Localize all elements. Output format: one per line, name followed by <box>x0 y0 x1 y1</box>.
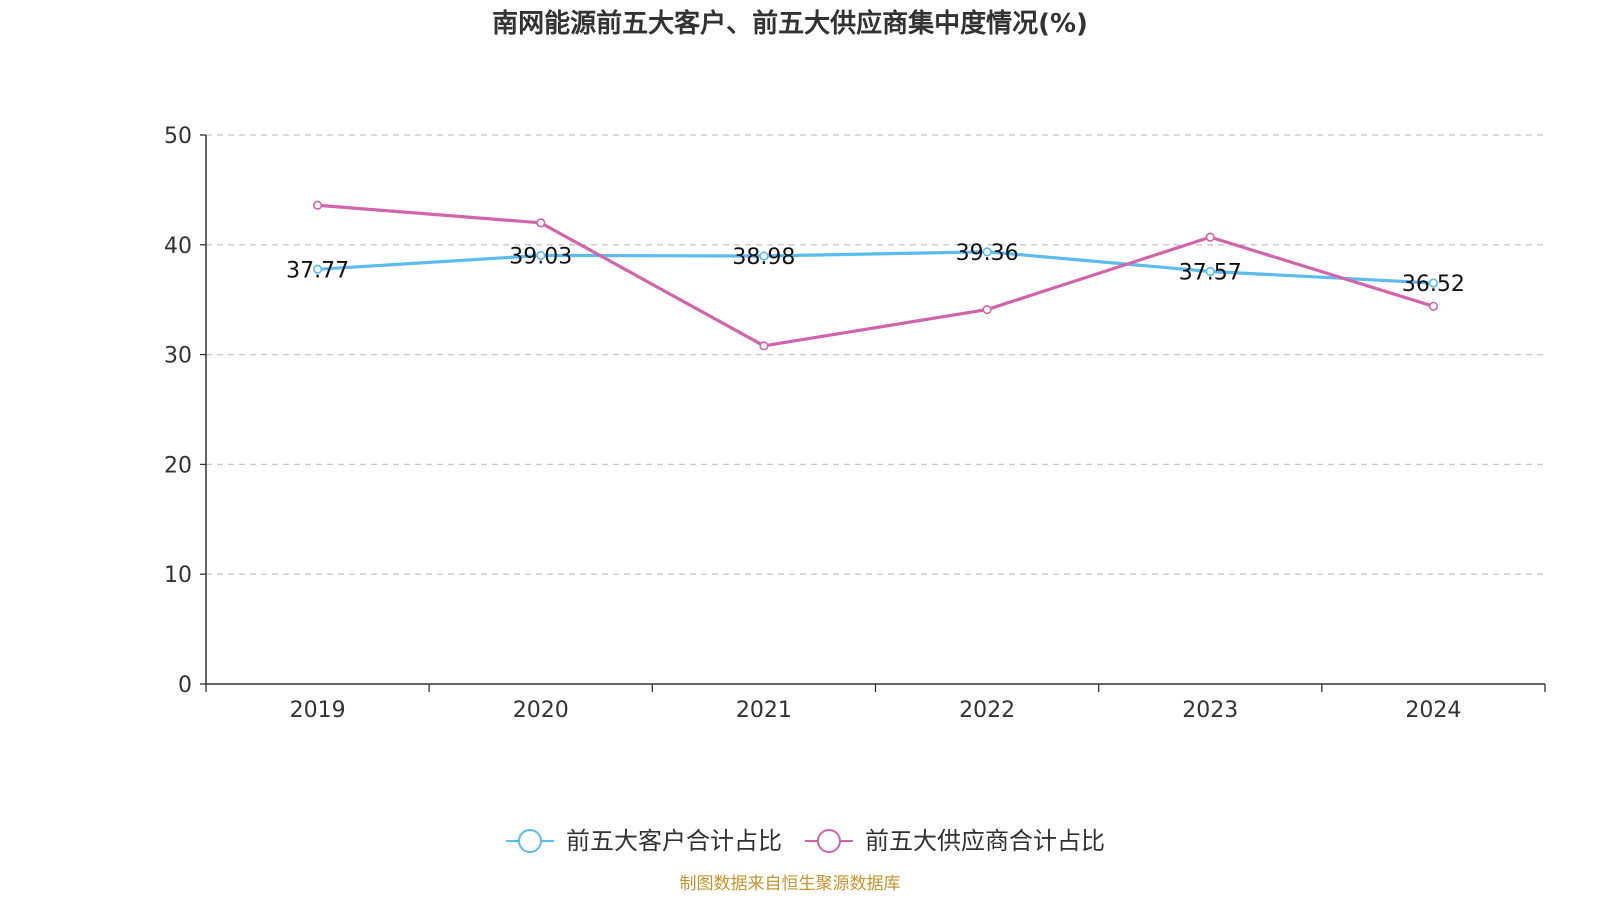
data-label: 37.77 <box>286 258 349 283</box>
axes: 0 10 20 30 40 50 2019 2020 2021 2022 2023 2024 <box>164 124 1546 723</box>
y-tick-label: 0 <box>178 673 192 698</box>
chart-title: 南网能源前五大客户、前五大供应商集中度情况(%) <box>492 8 1088 39</box>
y-tick-label: 10 <box>164 563 192 588</box>
series-line-2 <box>317 203 1434 348</box>
legend-item-2[interactable]: 前五大供应商合计占比 <box>805 827 1105 855</box>
x-tick-label: 2022 <box>959 698 1015 723</box>
data-label: 39.36 <box>956 241 1019 266</box>
series-layer <box>312 200 1439 351</box>
data-point[interactable] <box>982 247 992 257</box>
y-tick-label: 50 <box>164 124 192 149</box>
data-point[interactable] <box>982 304 992 315</box>
legend-item-1[interactable]: 前五大客户合计占比 <box>506 827 782 855</box>
grid-lines <box>206 134 1545 575</box>
data-point[interactable] <box>536 250 546 261</box>
data-point[interactable] <box>536 218 546 228</box>
data-point[interactable] <box>1205 266 1215 277</box>
legend-marker-icon <box>518 829 542 853</box>
data-point[interactable] <box>759 251 769 261</box>
series-line-1 <box>317 250 1434 285</box>
source-note: 制图数据来自恒生聚源数据库 <box>680 874 901 894</box>
y-tick-label: 20 <box>164 453 192 478</box>
legend-label: 前五大客户合计占比 <box>566 827 782 855</box>
data-point[interactable] <box>312 200 323 210</box>
data-label: 37.57 <box>1179 260 1242 285</box>
data-label: 39.03 <box>509 244 572 269</box>
data-point[interactable] <box>759 341 769 351</box>
data-labels: 37.77 39.03 38.98 39.36 37.57 36.52 <box>286 241 1465 297</box>
data-point[interactable] <box>1428 301 1439 311</box>
legend-marker-icon <box>817 829 841 853</box>
legend[interactable]: 前五大客户合计占比 前五大供应商合计占比 <box>506 827 1105 855</box>
data-point[interactable] <box>1428 278 1439 288</box>
data-label: 36.52 <box>1402 272 1465 297</box>
data-label: 38.98 <box>732 245 795 270</box>
data-point[interactable] <box>312 264 323 274</box>
x-tick-label: 2021 <box>736 698 792 723</box>
y-tick-label: 30 <box>164 344 192 369</box>
data-point[interactable] <box>1205 232 1215 242</box>
legend-label: 前五大供应商合计占比 <box>865 827 1105 855</box>
x-tick-label: 2020 <box>513 698 569 723</box>
y-tick-label: 40 <box>164 234 192 259</box>
x-tick-label: 2019 <box>290 698 346 723</box>
x-tick-label: 2024 <box>1405 698 1461 723</box>
x-tick-label: 2023 <box>1182 698 1238 723</box>
